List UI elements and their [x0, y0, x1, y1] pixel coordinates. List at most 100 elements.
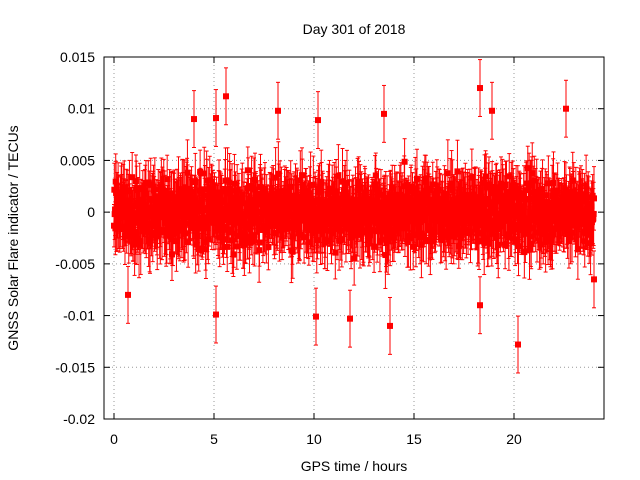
- data-point: [181, 217, 188, 224]
- data-point: [248, 183, 255, 190]
- data-point: [392, 200, 399, 207]
- data-point: [498, 180, 505, 187]
- data-point: [119, 199, 126, 206]
- data-point: [364, 195, 371, 202]
- data-point: [120, 188, 127, 195]
- data-point: [534, 229, 541, 236]
- data-point: [453, 203, 460, 210]
- data-point: [398, 225, 405, 232]
- data-point: [350, 200, 357, 207]
- data-point: [202, 246, 209, 253]
- data-point: [385, 233, 392, 240]
- data-point: [251, 232, 258, 239]
- data-point: [500, 223, 507, 230]
- data-point: [442, 228, 449, 235]
- data-point: [166, 222, 173, 229]
- data-point: [246, 239, 253, 246]
- data-point: [221, 226, 228, 233]
- data-point: [467, 228, 474, 235]
- data-point: [183, 220, 190, 227]
- data-point: [224, 243, 231, 250]
- data-point: [331, 199, 338, 206]
- data-point: [201, 170, 208, 177]
- data-point: [125, 199, 132, 206]
- data-point: [524, 165, 531, 172]
- data-point: [521, 249, 528, 256]
- data-point: [305, 239, 312, 246]
- data-point: [481, 179, 488, 186]
- data-point: [131, 203, 138, 210]
- data-point: [372, 181, 379, 188]
- data-point: [137, 238, 144, 245]
- data-point: [144, 207, 151, 214]
- data-point: [131, 240, 138, 247]
- data-point: [533, 189, 540, 196]
- data-point: [476, 238, 483, 245]
- data-point: [164, 176, 171, 183]
- data-point: [228, 226, 235, 233]
- data-point: [215, 227, 222, 234]
- data-point: [288, 199, 295, 206]
- data-point: [369, 197, 376, 204]
- data-point: [195, 215, 202, 222]
- data-point: [528, 240, 535, 247]
- data-point: [256, 239, 263, 246]
- data-point: [366, 232, 373, 239]
- data-point: [142, 191, 149, 198]
- data-point: [526, 246, 533, 253]
- data-point: [420, 187, 427, 194]
- data-point: [382, 194, 389, 201]
- data-point: [338, 236, 345, 243]
- data-point: [182, 230, 189, 237]
- data-point: [203, 220, 210, 227]
- data-point: [413, 175, 420, 182]
- data-point: [297, 177, 304, 184]
- data-point: [427, 238, 434, 245]
- data-point: [410, 243, 417, 250]
- data-point: [482, 173, 489, 180]
- data-point: [335, 172, 342, 179]
- data-point: [401, 183, 408, 190]
- data-point: [521, 190, 528, 197]
- data-point: [408, 183, 415, 190]
- data-point: [263, 228, 270, 235]
- data-point: [420, 232, 427, 239]
- data-point: [163, 229, 170, 236]
- data-point: [229, 187, 236, 194]
- data-point: [525, 227, 532, 234]
- data-point: [382, 252, 389, 259]
- data-point: [454, 168, 461, 175]
- data-point: [527, 215, 534, 222]
- data-point: [404, 239, 411, 246]
- data-point: [147, 181, 154, 188]
- data-point: [230, 200, 237, 207]
- data-point: [455, 243, 462, 250]
- data-point: [252, 176, 259, 183]
- data-point: [296, 231, 303, 238]
- data-point: [241, 200, 248, 207]
- data-point: [375, 217, 382, 224]
- data-point: [389, 184, 396, 191]
- data-point: [371, 243, 378, 250]
- data-point: [151, 222, 158, 229]
- data-point: [448, 180, 455, 187]
- data-point: [133, 187, 140, 194]
- data-point: [422, 178, 429, 185]
- data-point: [287, 212, 294, 219]
- data-point: [488, 230, 495, 237]
- data-point: [429, 181, 436, 188]
- data-point: [185, 239, 192, 246]
- data-point: [412, 231, 419, 238]
- data-point: [456, 195, 463, 202]
- data-point: [438, 236, 445, 243]
- data-point: [132, 229, 139, 236]
- data-point: [151, 186, 158, 193]
- data-point: [360, 229, 367, 236]
- data-point: [536, 203, 543, 210]
- data-point: [272, 174, 279, 181]
- data-point: [351, 255, 358, 262]
- data-point: [505, 234, 512, 241]
- data-point: [129, 174, 136, 181]
- data-point: [481, 239, 488, 246]
